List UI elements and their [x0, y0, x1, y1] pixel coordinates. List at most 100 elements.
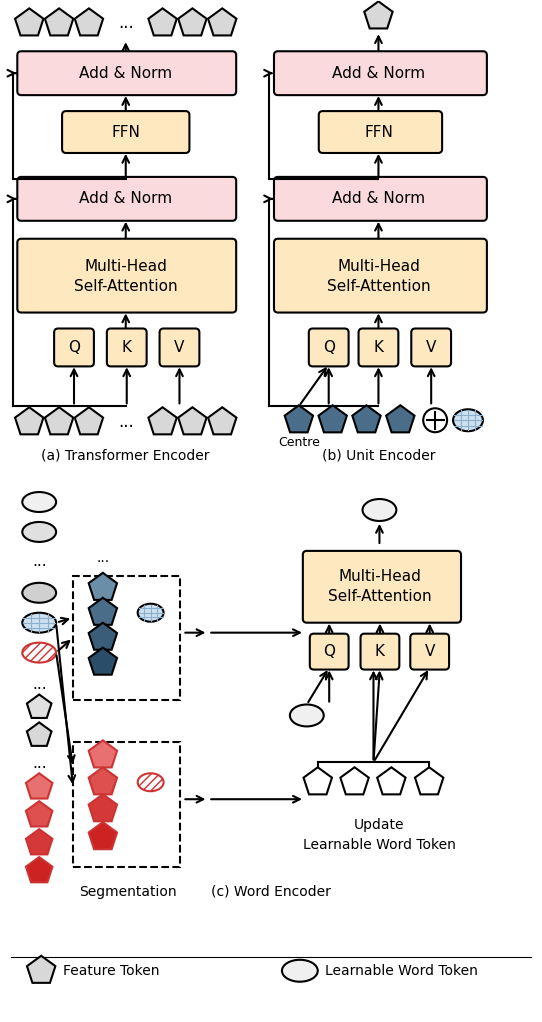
FancyBboxPatch shape [17, 177, 236, 221]
Polygon shape [149, 8, 177, 36]
Text: Self-Attention: Self-Attention [327, 279, 430, 294]
Polygon shape [75, 8, 103, 36]
Text: K: K [122, 340, 132, 355]
FancyBboxPatch shape [62, 111, 189, 153]
Polygon shape [75, 408, 103, 434]
Polygon shape [340, 768, 369, 794]
Text: Multi-Head: Multi-Head [85, 260, 167, 274]
Polygon shape [15, 408, 43, 434]
Polygon shape [386, 406, 415, 432]
Polygon shape [149, 408, 177, 434]
Text: Learnable Word Token: Learnable Word Token [325, 964, 478, 978]
Polygon shape [89, 598, 117, 624]
Text: K: K [375, 644, 385, 659]
Ellipse shape [22, 522, 56, 542]
FancyBboxPatch shape [17, 51, 236, 95]
Polygon shape [89, 622, 117, 650]
FancyBboxPatch shape [310, 634, 349, 669]
Polygon shape [89, 794, 117, 822]
Text: ...: ... [32, 554, 47, 569]
FancyBboxPatch shape [303, 551, 461, 622]
Text: Q: Q [323, 644, 335, 659]
Polygon shape [364, 1, 392, 29]
Polygon shape [89, 822, 117, 849]
Polygon shape [26, 774, 53, 798]
Text: Q: Q [322, 340, 335, 355]
Polygon shape [352, 406, 380, 432]
FancyBboxPatch shape [410, 634, 449, 669]
Text: Add & Norm: Add & Norm [79, 65, 172, 81]
Polygon shape [45, 8, 73, 36]
Text: FFN: FFN [364, 125, 393, 140]
Polygon shape [26, 801, 53, 827]
Ellipse shape [363, 499, 396, 521]
Polygon shape [377, 768, 405, 794]
Bar [73, 742, 180, 867]
Polygon shape [89, 768, 117, 794]
Text: Multi-Head: Multi-Head [337, 260, 420, 274]
Text: Add & Norm: Add & Norm [332, 191, 425, 206]
FancyBboxPatch shape [360, 634, 399, 669]
Text: .: . [101, 563, 105, 576]
Text: ...: ... [118, 14, 134, 33]
FancyBboxPatch shape [411, 328, 451, 367]
FancyBboxPatch shape [274, 177, 487, 221]
Text: (c) Word Encoder: (c) Word Encoder [211, 885, 331, 899]
Text: ...: ... [118, 413, 134, 431]
Text: V: V [426, 340, 436, 355]
Text: K: K [373, 340, 383, 355]
Text: V: V [175, 340, 185, 355]
Polygon shape [178, 8, 207, 36]
Ellipse shape [138, 774, 164, 791]
Text: (b) Unit Encoder: (b) Unit Encoder [322, 449, 435, 462]
Text: Multi-Head: Multi-Head [338, 569, 421, 585]
Polygon shape [45, 408, 73, 434]
Circle shape [423, 408, 447, 432]
Text: (a) Transformer Encoder: (a) Transformer Encoder [42, 449, 210, 462]
Text: ...: ... [96, 551, 109, 565]
Polygon shape [15, 8, 43, 36]
Polygon shape [27, 695, 51, 717]
Text: Self-Attention: Self-Attention [327, 590, 431, 604]
Text: Feature Token: Feature Token [63, 964, 159, 978]
Polygon shape [89, 573, 117, 600]
Ellipse shape [138, 604, 164, 621]
FancyBboxPatch shape [159, 328, 199, 367]
Polygon shape [27, 723, 51, 746]
Polygon shape [27, 956, 55, 983]
Polygon shape [89, 648, 117, 675]
FancyBboxPatch shape [107, 328, 147, 367]
Polygon shape [208, 408, 236, 434]
Text: Segmentation: Segmentation [79, 885, 177, 899]
Polygon shape [304, 768, 332, 794]
Polygon shape [319, 406, 347, 432]
FancyBboxPatch shape [274, 239, 487, 313]
FancyBboxPatch shape [274, 51, 487, 95]
Text: Q: Q [68, 340, 80, 355]
Ellipse shape [282, 960, 318, 982]
Text: ...: ... [32, 756, 47, 771]
Text: Add & Norm: Add & Norm [332, 65, 425, 81]
Polygon shape [178, 408, 207, 434]
Ellipse shape [290, 704, 324, 727]
Polygon shape [285, 406, 313, 432]
Ellipse shape [22, 583, 56, 603]
Polygon shape [26, 857, 53, 882]
FancyBboxPatch shape [309, 328, 349, 367]
FancyBboxPatch shape [359, 328, 398, 367]
Ellipse shape [453, 409, 483, 431]
Text: ...: ... [32, 677, 47, 692]
Polygon shape [89, 740, 117, 768]
FancyBboxPatch shape [54, 328, 94, 367]
Polygon shape [26, 829, 53, 854]
Polygon shape [415, 768, 443, 794]
Text: Centre: Centre [278, 435, 320, 449]
FancyBboxPatch shape [319, 111, 442, 153]
Text: Add & Norm: Add & Norm [79, 191, 172, 206]
Polygon shape [208, 8, 236, 36]
Ellipse shape [22, 643, 56, 662]
Text: V: V [424, 644, 435, 659]
Bar [73, 575, 180, 700]
Text: FFN: FFN [111, 125, 140, 140]
Text: Learnable Word Token: Learnable Word Token [303, 838, 456, 852]
